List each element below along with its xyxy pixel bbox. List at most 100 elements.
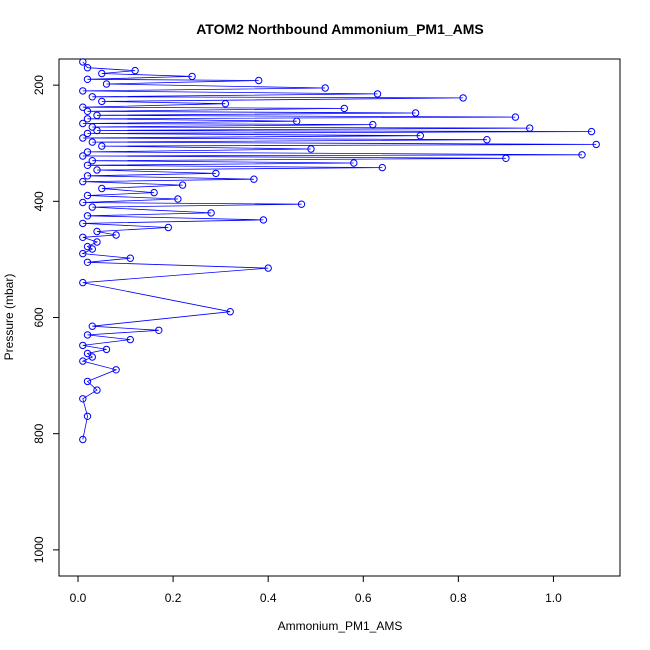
y-tick-label: 400 [32,191,46,211]
data-point [93,126,101,135]
data-point [297,200,306,208]
data-point [592,140,600,149]
data-point [350,159,358,167]
data-point [93,111,101,120]
data-point [79,357,87,365]
data-point [83,129,92,138]
y-axis: 200 400 600 800 1000 [32,75,60,563]
data-point [79,249,87,258]
data-point [212,169,220,178]
data-point [112,366,120,374]
data-point [79,177,87,186]
data-point [79,103,87,111]
data-point [98,97,106,106]
x-tick-label: 1.0 [545,591,562,605]
data-point [126,254,135,262]
data-point [88,93,97,101]
data-point [83,161,92,170]
data-point [79,395,87,403]
data-point [88,138,97,146]
data-point [93,238,101,246]
data-point [83,75,92,84]
data-point [83,412,92,420]
data-point [98,184,106,193]
series-line [81,61,597,440]
data-point [93,166,101,174]
data-point [416,132,424,140]
data-point [79,219,87,228]
data-point [502,154,510,163]
x-tick-label: 0.4 [260,591,277,605]
data-point [79,198,87,207]
data-point [98,69,106,78]
data-point [221,100,230,108]
data-point [88,353,97,361]
data-point [369,120,377,129]
data-point [578,151,586,159]
data-point [79,58,87,66]
data-point [79,435,87,444]
data-point [378,163,386,172]
data-point [79,119,87,128]
data-point [321,84,329,92]
data-point [126,335,135,344]
data-point [587,127,596,136]
data-point [526,124,534,132]
y-tick-label: 600 [32,307,46,327]
y-tick-label: 1000 [32,536,46,563]
data-point [98,142,106,150]
x-tick-label: 0.2 [165,591,182,605]
data-point [88,203,97,211]
data-point [459,94,467,102]
data-point [293,117,301,125]
series-layer [79,58,600,444]
data-point [307,145,315,153]
chart-title: ATOM2 Northbound Ammonium_PM1_AMS [196,21,484,37]
data-point [112,231,120,239]
data-point [79,152,87,160]
data-point [188,72,196,81]
data-point [83,64,92,72]
data-point [88,123,97,131]
data-point [83,331,92,339]
data-point [83,212,92,220]
data-point [250,175,258,183]
data-point [79,87,87,95]
y-tick-label: 200 [32,75,46,95]
data-point [155,326,163,334]
data-point [102,345,111,354]
data-point [79,341,87,350]
data-point [83,377,92,386]
y-tick-label: 800 [32,423,46,443]
data-point [83,107,92,116]
data-point [207,209,215,217]
data-point [93,227,101,236]
data-point [178,181,187,189]
x-axis: 0.0 0.2 0.4 0.6 0.8 1.0 [70,575,562,605]
data-point [79,278,87,287]
data-point [483,136,491,144]
data-point [93,386,101,394]
data-point [411,109,420,117]
data-point [102,80,111,88]
data-point [259,216,268,224]
data-point [83,172,92,180]
data-point [83,148,92,156]
data-point [83,115,92,123]
data-point [373,90,382,98]
data-point [88,322,97,330]
data-point [340,104,348,113]
data-point [226,308,234,316]
data-point [79,233,87,242]
data-point [83,191,92,200]
data-point [255,76,263,85]
data-point [83,258,92,266]
x-axis-label: Ammonium_PM1_AMS [278,619,403,633]
data-point [88,245,97,253]
x-tick-label: 0.0 [70,591,87,605]
x-tick-label: 0.8 [450,591,467,605]
data-point [174,195,182,203]
x-tick-label: 0.6 [355,591,372,605]
data-point [88,157,97,165]
